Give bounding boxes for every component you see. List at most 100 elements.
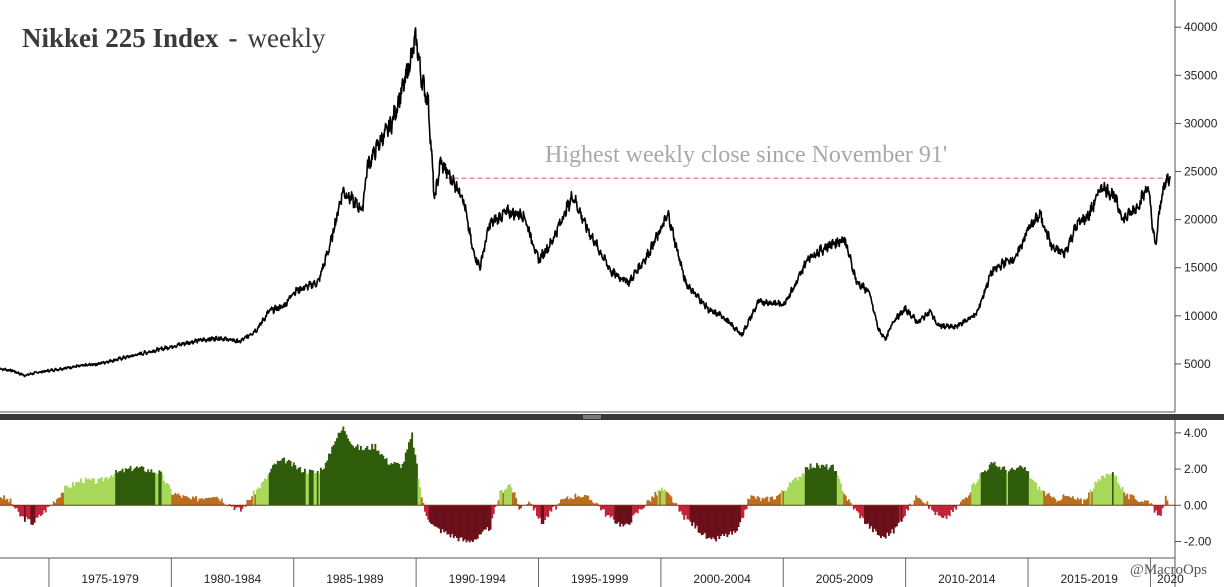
momentum-bar [526,504,529,506]
momentum-bar [806,467,809,506]
momentum-bar [436,505,439,528]
momentum-bar [46,505,49,507]
momentum-bar [1132,495,1135,506]
momentum-bar [369,449,372,506]
momentum-bar [852,505,855,510]
momentum-bar [510,487,513,506]
momentum-bar [1059,500,1062,506]
momentum-bar [195,496,198,506]
momentum-bar [710,505,713,540]
momentum-bar [1068,497,1071,506]
momentum-bar [785,490,788,506]
momentum-bar [715,505,718,542]
momentum-bar [588,500,591,506]
momentum-bar [745,505,748,510]
momentum-bar [940,505,943,518]
momentum-bar [137,467,140,506]
momentum-bar [326,460,329,506]
momentum-bar [844,495,847,506]
momentum-bar [928,505,930,509]
momentum-bar [747,498,750,506]
momentum-bar [584,495,586,506]
momentum-bar [374,443,377,506]
momentum-bar [483,505,486,530]
momentum-bar [1094,481,1097,506]
momentum-bar [1136,500,1138,506]
momentum-bar [184,496,186,506]
momentum-bar [651,496,654,506]
momentum-bar [1137,502,1140,506]
momentum-bar [452,505,455,539]
momentum-bar [929,505,932,507]
momentum-bar [161,474,164,506]
momentum-bar [896,505,898,527]
momentum-bar [558,503,561,506]
momentum-bar [508,484,511,506]
momentum-bar [920,499,922,506]
panel-divider-grip [583,415,601,419]
momentum-bar [576,497,578,506]
momentum-bar [779,493,782,506]
momentum-bar [672,502,674,506]
momentum-bar [571,499,574,506]
momentum-bar [62,492,65,506]
momentum-bar [20,505,23,516]
momentum-bar [947,505,950,515]
momentum-bar [816,463,818,506]
momentum-bar [1060,499,1063,506]
momentum-bar [849,502,852,506]
momentum-bar [284,463,287,506]
momentum-bar [270,468,273,506]
momentum-bar [569,497,572,506]
momentum-bar [948,505,951,517]
sub-y-tick-label: 4.00 [1184,426,1208,440]
momentum-bar [825,464,828,506]
momentum-bar [529,503,532,506]
momentum-bar [780,489,783,506]
momentum-bar [875,505,878,532]
panel-divider[interactable] [0,414,1224,420]
momentum-bar [1030,478,1033,506]
momentum-bar [468,505,471,543]
momentum-bar [702,505,705,535]
momentum-bar [1166,500,1169,506]
x-category-label: 2000-2004 [693,572,751,586]
momentum-bar [427,505,430,520]
momentum-bar [657,490,660,506]
x-category-label: 2015-2019 [1061,572,1119,586]
momentum-bar [638,505,641,510]
momentum-bar [1120,488,1122,506]
momentum-bar [699,505,702,534]
momentum-bar [596,503,599,506]
momentum-bar [598,505,601,507]
momentum-bar [132,469,135,506]
momentum-bar [473,505,476,540]
momentum-bar [587,495,590,506]
momentum-bar [323,468,326,506]
momentum-bar [640,505,642,510]
momentum-bar [848,499,850,506]
momentum-bar [819,468,822,506]
momentum-bar [158,470,161,506]
x-category-label: 1980-1984 [204,572,262,586]
momentum-bar [411,432,414,506]
momentum-bar [617,505,620,523]
momentum-bar [838,478,841,506]
momentum-bar [737,505,740,527]
momentum-bar [873,505,876,529]
momentum-bar [260,482,263,506]
momentum-bar [1123,492,1126,506]
momentum-bar [601,505,604,510]
momentum-bar [206,498,209,506]
momentum-bar [1003,466,1006,506]
momentum-bar [915,495,918,506]
momentum-bar [1089,489,1092,506]
momentum-bar [812,467,815,506]
momentum-bar [892,505,895,534]
momentum-bar [75,481,78,506]
momentum-bar [595,502,598,506]
momentum-bar [859,505,862,519]
momentum-bar [515,498,518,506]
momentum-bar [937,505,940,516]
momentum-bar [348,441,351,506]
